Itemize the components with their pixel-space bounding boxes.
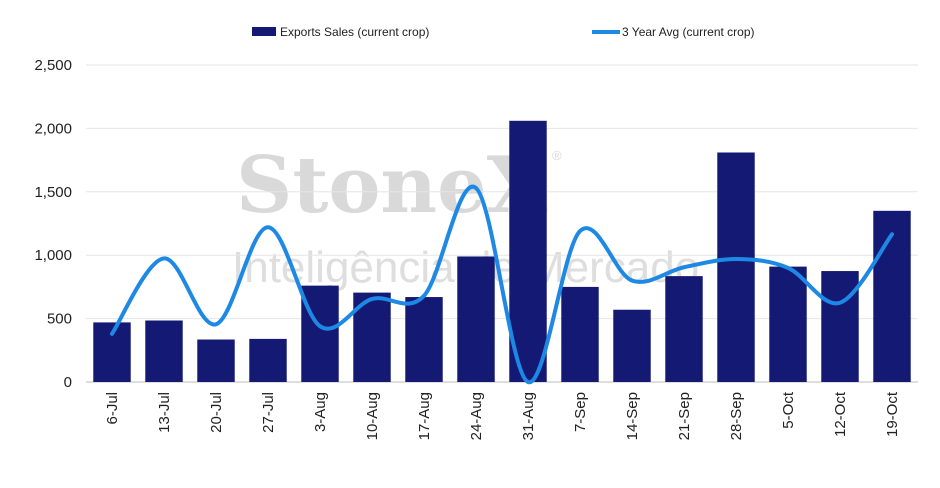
line-point-17-aug — [424, 295, 425, 296]
line-point-6-jul — [112, 333, 113, 334]
legend-label-3-year-avg: 3 Year Avg (current crop) — [622, 25, 755, 39]
bar-17-aug — [405, 297, 443, 382]
legend: Exports Sales (current crop) 3 Year Avg … — [252, 25, 755, 39]
line-point-3-aug — [320, 326, 321, 327]
bar-5-oct — [769, 266, 807, 382]
bar-14-sep — [613, 309, 651, 382]
x-tick-label: 17-Aug — [416, 392, 433, 440]
x-tick-label: 3-Aug — [312, 392, 329, 432]
y-tick-label: 0 — [64, 374, 72, 391]
line-series — [110, 184, 894, 384]
bar-series — [93, 120, 911, 383]
x-tick-label: 28-Sep — [728, 392, 745, 440]
bar-27-jul — [249, 338, 287, 382]
bar-12-oct — [821, 271, 859, 382]
line-point-20-jul — [216, 324, 217, 325]
y-axis-ticks: 0 500 1,000 1,500 2,000 2,500 — [34, 57, 72, 391]
x-tick-label: 27-Jul — [260, 392, 277, 433]
y-tick-label: 500 — [47, 311, 72, 328]
watermark-brand: StoneX — [236, 140, 548, 231]
line-point-31-aug — [528, 382, 529, 383]
x-tick-label: 6-Jul — [104, 392, 121, 425]
line-point-28-sep — [736, 259, 737, 260]
bar-28-sep — [717, 152, 755, 382]
bar-13-jul — [145, 320, 183, 382]
line-point-27-jul — [268, 227, 269, 228]
line-point-13-jul — [164, 258, 165, 259]
y-tick-label: 2,500 — [34, 57, 72, 74]
line-3-year-avg — [110, 184, 894, 384]
line-point-5-oct — [788, 267, 789, 268]
bar-24-aug — [457, 256, 495, 382]
x-tick-label: 24-Aug — [468, 392, 485, 440]
bar-3-aug — [301, 285, 339, 382]
watermark-registered: ® — [552, 148, 562, 163]
line-point-10-aug — [372, 298, 373, 299]
y-tick-label: 1,500 — [34, 184, 72, 201]
line-point-12-oct — [840, 302, 841, 303]
x-tick-label: 10-Aug — [364, 392, 381, 440]
x-tick-label: 20-Jul — [208, 392, 225, 433]
line-point-24-aug — [476, 187, 477, 188]
bar-7-sep — [561, 286, 599, 382]
line-point-21-sep — [684, 267, 685, 268]
x-tick-label: 7-Sep — [572, 392, 589, 432]
legend-swatch-exports-sales — [252, 27, 276, 36]
legend-label-exports-sales: Exports Sales (current crop) — [280, 25, 429, 39]
x-tick-label: 13-Jul — [156, 392, 173, 433]
x-tick-label: 19-Oct — [884, 391, 901, 437]
bar-31-aug — [509, 120, 547, 383]
line-point-7-sep — [580, 231, 581, 232]
bar-20-jul — [197, 339, 235, 382]
bar-19-oct — [873, 210, 911, 382]
line-point-19-oct — [892, 234, 893, 235]
x-tick-label: 12-Oct — [832, 391, 849, 437]
x-tick-label: 14-Sep — [624, 392, 641, 440]
x-tick-label: 31-Aug — [520, 392, 537, 440]
x-tick-label: 21-Sep — [676, 392, 693, 440]
y-tick-label: 1,000 — [34, 247, 72, 264]
bar-21-sep — [665, 276, 703, 382]
y-tick-label: 2,000 — [34, 120, 72, 137]
x-axis-ticks: 6-Jul 13-Jul 20-Jul 27-Jul 3-Aug 10-Aug 17-Aug… — [104, 391, 901, 440]
x-tick-label: 5-Oct — [780, 391, 797, 429]
line-point-14-sep — [632, 280, 633, 281]
